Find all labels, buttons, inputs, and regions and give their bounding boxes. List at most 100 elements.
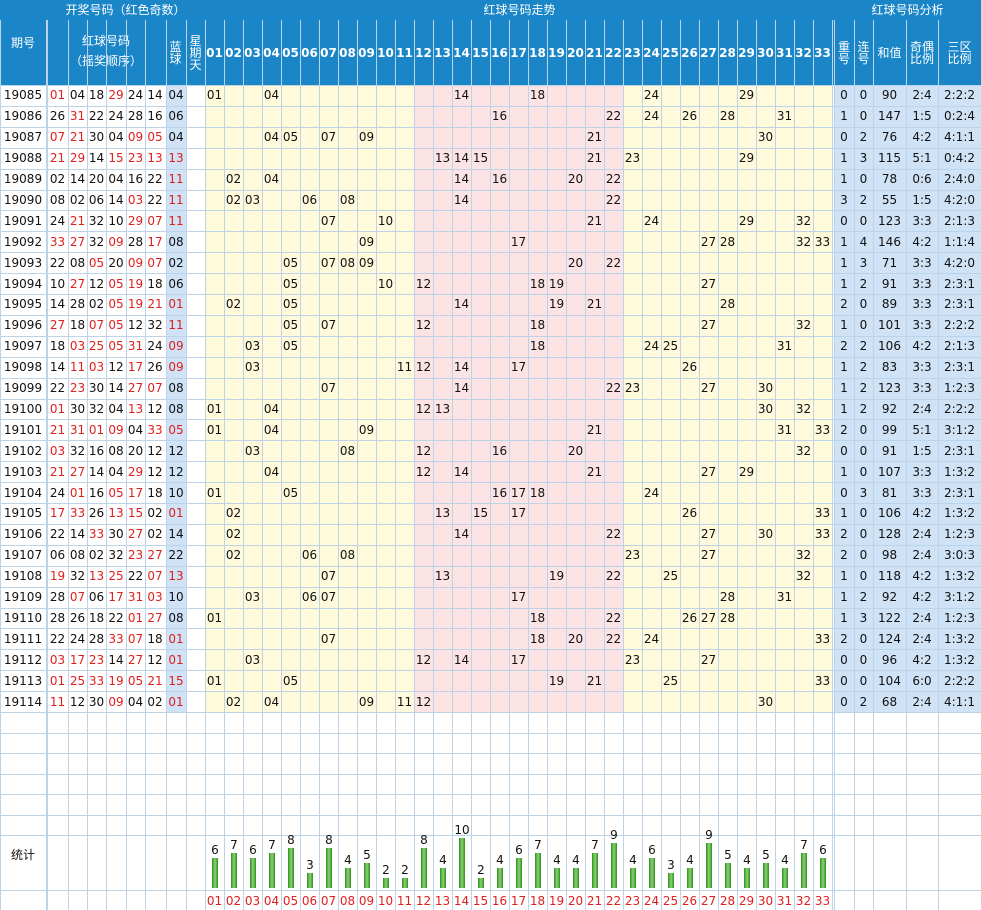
analysis-zones: 1:3:2: [944, 569, 975, 584]
analysis-repeat: 0: [840, 88, 848, 103]
stat-bar: [687, 868, 693, 888]
analysis-repeat: 0: [840, 213, 848, 228]
header-number-col: 32: [794, 20, 813, 85]
analysis-oddeven: 2:4: [912, 694, 932, 709]
red-ball-number: 05: [108, 297, 124, 312]
blue-ball-number: 01: [168, 631, 184, 646]
red-ball-number: 28: [49, 590, 66, 605]
grid-line-vertical: [205, 20, 206, 910]
trend-number: 18: [529, 485, 546, 500]
trend-number: 27: [700, 527, 717, 542]
grid-line-vertical: [509, 20, 510, 910]
stat-value: 9: [705, 828, 713, 842]
red-ball-number: 21: [69, 130, 86, 145]
analysis-oddeven: 4:2: [912, 506, 932, 521]
analysis-oddeven: 2:4: [912, 527, 932, 542]
stat-bar: [231, 853, 237, 888]
red-ball-number: 20: [108, 255, 124, 270]
stat-value: 5: [363, 848, 371, 862]
trend-number: 32: [795, 548, 812, 563]
red-ball-number: 23: [127, 548, 144, 563]
analysis-oddeven: 4:2: [912, 339, 932, 354]
analysis-repeat: 1: [840, 151, 848, 166]
trend-number: 29: [738, 88, 755, 103]
grid-line-vertical: [756, 20, 757, 910]
grid-line-vertical: [854, 20, 855, 910]
grid-line-horizontal: [0, 147, 981, 149]
red-ball-number: 04: [127, 422, 144, 437]
blue-ball-number: 09: [168, 360, 184, 375]
analysis-oddeven: 2:4: [912, 88, 932, 103]
trend-number: 14: [453, 151, 470, 166]
analysis-repeat: 1: [840, 569, 848, 584]
red-ball-number: 03: [69, 339, 86, 354]
trend-number: 14: [453, 381, 470, 396]
header-analysis-col: 和值: [873, 20, 906, 85]
red-ball-number: 10: [49, 276, 66, 291]
grid-line-vertical: [699, 20, 700, 910]
stat-bar: [383, 878, 389, 888]
grid-line-vertical: [832, 20, 833, 910]
trend-number: 02: [225, 506, 242, 521]
trend-number: 32: [795, 213, 812, 228]
trend-number: 33: [814, 527, 831, 542]
header-number-col: 31: [775, 20, 794, 85]
trend-number: 29: [738, 464, 755, 479]
red-ball-number: 05: [88, 255, 105, 270]
analysis-zones: 2:2:2: [944, 88, 975, 103]
header-number-col: 02: [224, 20, 243, 85]
grid-line-horizontal: [0, 890, 981, 891]
trend-number: 23: [624, 548, 641, 563]
stat-value: 5: [724, 848, 732, 862]
red-ball-number: 13: [88, 569, 105, 584]
red-ball-number: 32: [88, 401, 105, 416]
analysis-repeat: 1: [840, 590, 848, 605]
header-number-col: 23: [623, 20, 642, 85]
analysis-consec: 2: [859, 401, 868, 416]
blue-ball-number: 12: [168, 464, 184, 479]
trend-number: 09: [358, 130, 375, 145]
grid-line-vertical: [906, 20, 907, 910]
analysis-zones: 1:3:2: [944, 652, 975, 667]
red-ball-number: 07: [147, 213, 163, 228]
trend-number: 04: [263, 422, 280, 437]
stat-footer-number: 22: [605, 893, 622, 908]
analysis-oddeven: 1:5: [912, 192, 932, 207]
trend-number: 27: [700, 234, 717, 249]
red-ball-number: 22: [49, 381, 66, 396]
blue-ball-number: 12: [168, 443, 184, 458]
red-ball-number: 05: [108, 318, 124, 333]
header-number-col: 10: [376, 20, 395, 85]
grid-line-vertical: [106, 20, 107, 910]
period-cell: 19106: [3, 527, 43, 542]
red-ball-number: 24: [69, 631, 86, 646]
red-ball-number: 24: [127, 88, 144, 103]
trend-number: 18: [529, 318, 546, 333]
grid-line-horizontal: [0, 356, 981, 358]
analysis-zones: 3:0:3: [944, 548, 975, 563]
trend-number: 26: [681, 109, 698, 124]
grid-line-vertical: [47, 20, 48, 910]
grid-line-horizontal: [0, 732, 981, 734]
trend-number: 23: [624, 652, 641, 667]
red-ball-number: 01: [127, 610, 144, 625]
grid-line-vertical: [166, 20, 167, 910]
trend-number: 20: [567, 631, 584, 646]
trend-number: 12: [415, 464, 432, 479]
red-ball-number: 16: [147, 109, 163, 124]
stat-bar: [668, 873, 674, 888]
stat-value: 4: [553, 853, 561, 867]
trend-number: 28: [719, 234, 736, 249]
analysis-oddeven: 2:4: [912, 631, 932, 646]
period-cell: 19113: [3, 673, 43, 688]
red-ball-number: 03: [88, 360, 105, 375]
red-ball-number: 29: [69, 151, 86, 166]
trend-number: 04: [263, 172, 280, 187]
grid-line-vertical: [490, 20, 491, 910]
trend-number: 19: [548, 297, 565, 312]
trend-number: 08: [339, 255, 356, 270]
stat-label: 统计: [10, 848, 35, 862]
header-number-col: 29: [737, 20, 756, 85]
red-ball-number: 01: [49, 673, 66, 688]
red-ball-number: 08: [69, 548, 86, 563]
